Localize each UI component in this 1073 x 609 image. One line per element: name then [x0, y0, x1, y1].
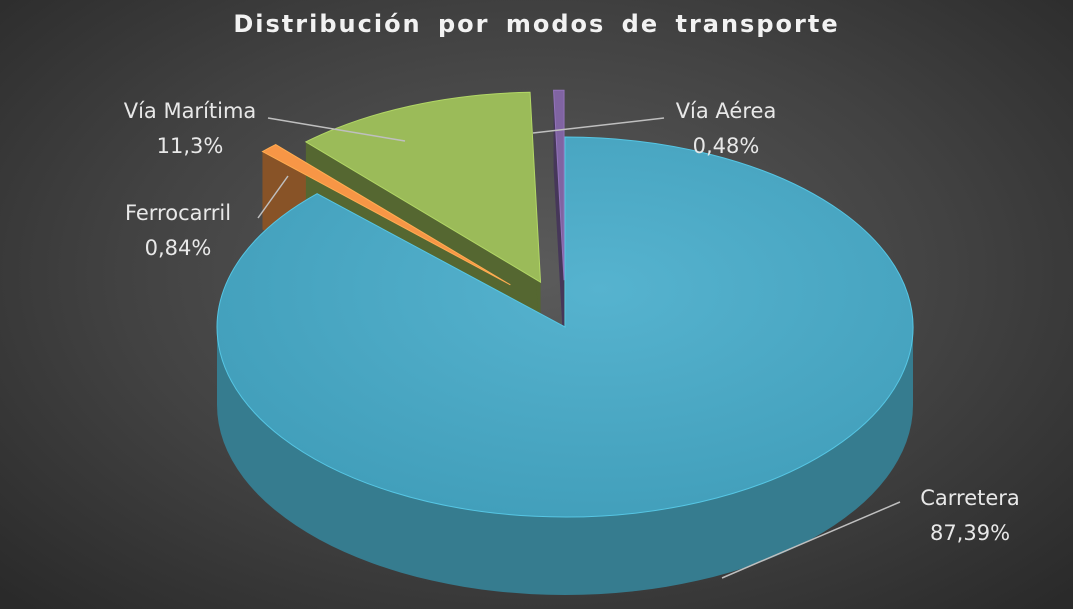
slice-side-carretera — [217, 327, 913, 595]
chart-title: Distribución por modos de transporte — [233, 10, 840, 38]
slice-label-name-ferrocarril: Ferrocarril — [125, 201, 231, 225]
leader-lines — [257, 117, 901, 579]
leader-line-vamartima — [267, 117, 406, 142]
slice-vaarea — [553, 89, 565, 281]
slice-label-name-carretera: Carretera — [920, 486, 1020, 510]
slice-vamartima — [304, 91, 542, 284]
pie-slices — [216, 89, 914, 518]
slice-labels: Carretera 87,39% Ferrocarril 0,84% Vía Marít… — [124, 99, 1020, 545]
slice-label-value-carretera: 87,39% — [930, 521, 1010, 545]
slice-label-value-vaarea: 0,48% — [693, 134, 760, 158]
slice-label-name-vamartima: Vía Marítima — [124, 99, 257, 123]
slice-label-value-ferrocarril: 0,84% — [145, 236, 212, 260]
slice-carretera — [216, 136, 914, 518]
slice-cut-face-vaarea-0 — [553, 90, 565, 359]
slice-ferrocarril — [261, 143, 511, 286]
slice-label-name-vaarea: Vía Aérea — [676, 99, 777, 123]
leader-line-vaarea — [532, 117, 665, 134]
slice-label-value-vamartima: 11,3% — [157, 134, 224, 158]
leader-line-ferrocarril — [257, 175, 289, 219]
leader-line-carretera — [721, 501, 901, 579]
